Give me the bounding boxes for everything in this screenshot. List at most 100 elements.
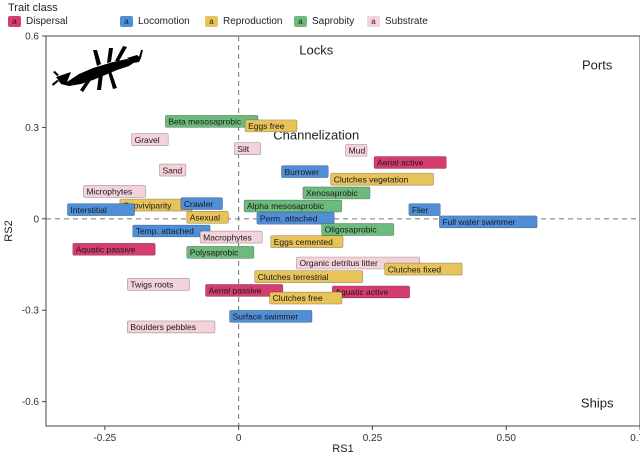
trait-point: Microphytes [83,185,146,198]
y-tick-label: 0 [33,214,39,225]
legend-swatch-saprobity: a [294,16,307,27]
trait-label: Perm. attached [260,213,318,223]
y-tick-label: 0.6 [25,32,39,43]
trait-point: Asexual [186,210,229,224]
plot-frame [45,35,640,427]
trait-label-box [243,199,343,213]
trait-label-box [254,270,364,284]
trait-label-box [131,133,169,146]
legend-label-dispersal: Dispersal [26,16,68,27]
x-tick-label: 0 [236,433,242,444]
trait-point: Aquatic active [331,285,410,299]
trait-point: Mud [345,143,368,157]
legend-label-locomotion: Locomotion [138,16,190,27]
trait-label: Silt [237,144,249,154]
legend-item-reproduction: a Reproduction [205,16,282,27]
trait-point: Polysaprobic [186,246,255,259]
trait-label: Eggs free [248,121,285,131]
trait-label-box [281,165,329,178]
trait-label-box [408,203,441,216]
trait-label-box [127,278,190,291]
trait-label-box [256,211,335,225]
trait-point: Interstitial [67,203,135,216]
trait-point: Temp. attached [132,224,211,238]
trait-label-box [186,210,229,224]
trait-label: Eggs cemented [274,237,333,247]
trait-label-box [159,163,187,177]
trait-point: Aerial active [373,156,447,169]
trait-label: Boulders pebbles [130,322,196,332]
legend-swatch-reproduction: a [205,16,218,27]
legend-swatch-substrate: a [367,16,380,27]
y-tick-label: -0.6 [22,397,40,408]
trait-label: Crawler [184,199,213,209]
trait-point: Boulders pebbles [127,320,216,334]
trait-label-box [345,143,368,157]
x-axis: -0.25 0 0.25 0.50 0.75 [93,426,640,444]
trait-label: Twigs roots [130,280,173,290]
trait-label: Aerial active [377,158,424,168]
trait-label-box [180,197,223,210]
annotation-label: Ports [582,58,613,73]
trait-label: Mud [349,145,366,155]
trait-point: Macrophytes [199,230,263,244]
legend-item-substrate: a Substrate [367,16,428,27]
x-tick-label: -0.25 [93,433,116,444]
trait-label-box [229,310,313,323]
trait-label: Xenosaprobic [306,188,359,198]
trait-point: Xenosaprobic [302,186,371,200]
trait-point: Gravel [131,133,169,146]
trait-label-box [186,246,255,259]
trait-label-box [373,156,447,169]
dragonfly-larva-icon [52,46,143,92]
legend-label-reproduction: Reproduction [223,16,283,27]
trait-label: Clutches free [273,293,323,303]
trait-label: Aquatic passive [76,244,136,254]
trait-label: Alpha mesosaprobic [247,201,325,211]
trait-label: Macrophytes [203,232,252,242]
y-tick-label: -0.3 [22,306,40,317]
trait-label-box [302,186,371,200]
trait-label: Polysaprobic [190,248,239,258]
trait-label: Organic detritus litter [299,258,378,268]
trait-label: Temp. attached [136,226,194,236]
trait-label: Clutches terrestrial [258,272,329,282]
reference-lines [46,36,640,426]
trait-label-box [205,284,284,297]
trait-point: Oligosaprobic [321,223,395,236]
trait-label-box [330,172,434,186]
trait-point: Clutches free [269,291,343,305]
legend-swatch-locomotion: a [120,16,133,27]
legend: Trait class a Dispersal a Locomotion a R… [8,2,478,32]
legend-item-saprobity: a Saprobity [294,16,354,27]
trait-point: Alpha mesosaprobic [243,199,343,213]
trait-point: Sand [159,163,187,177]
trait-point: Surface swimmer [229,310,313,323]
x-tick-label: 0.75 [630,433,640,444]
trait-label-box [321,223,395,236]
trait-label-box [67,203,135,216]
trait-label-box [244,119,298,133]
trait-label-box [384,262,463,276]
trait-point: Silt [234,142,262,156]
x-tick-label: 0.50 [496,433,516,444]
trait-point: Clutches terrestrial [254,270,364,284]
trait-point: Eggs free [244,119,298,133]
trait-label: Surface swimmer [233,312,299,322]
trait-labels: Beta mesosaprobic Eggs free Gravel Silt Mud A… [67,115,538,334]
trait-label: Gravel [135,135,160,145]
trait-point: Clutches fixed [384,262,463,276]
legend-item-locomotion: a Locomotion [120,16,190,27]
trait-label: Clutches fixed [388,264,442,274]
annotation-label: Locks [299,42,333,57]
trait-label: Microphytes [86,187,132,197]
x-axis-label: RS1 [332,443,353,455]
trait-label-box [270,235,344,248]
trait-label: Aerial passive [208,286,261,296]
trait-point: Aerial passive [205,284,284,297]
trait-label: Flier [412,205,429,215]
trait-point: Perm. attached [256,211,335,225]
trait-label: Aquatic active [335,287,388,297]
trait-point: Eggs cemented [270,235,344,248]
